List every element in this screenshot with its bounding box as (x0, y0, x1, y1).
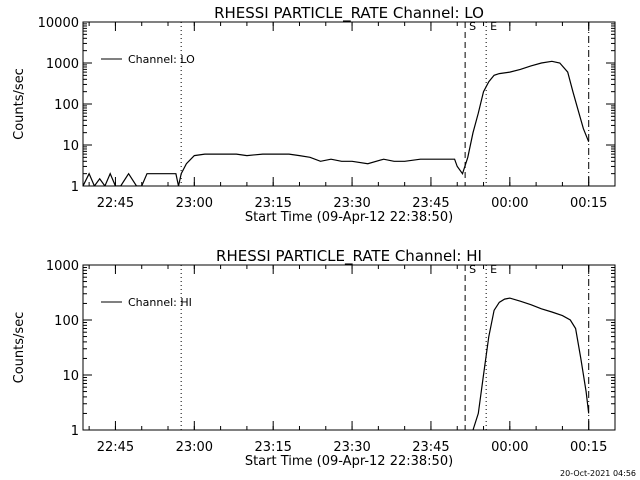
x-tick-label: 23:00 (176, 440, 213, 455)
footer-timestamp: 20-Oct-2021 04:56 (560, 469, 636, 478)
legend-label: Channel: LO (128, 53, 195, 66)
chart-title: RHESSI PARTICLE_RATE Channel: HI (216, 247, 482, 266)
x-tick-label: 00:00 (491, 196, 528, 211)
x-tick-label: 00:15 (570, 196, 607, 211)
x-tick-label: 23:00 (176, 196, 213, 211)
y-tick-label: 10 (62, 369, 79, 384)
x-tick-label: 23:45 (412, 440, 449, 455)
x-tick-label: 23:45 (412, 196, 449, 211)
series-line-1 (83, 60, 590, 186)
x-tick-label: 22:45 (97, 196, 134, 211)
y-axis-label: Counts/sec (12, 312, 27, 384)
x-tick-label: 22:45 (97, 440, 134, 455)
event-marker-label: E (490, 20, 497, 33)
chart-panel-1: RHESSI PARTICLE_RATE Channel: LO 1 10 100 10… (12, 4, 616, 225)
legend-label: Channel: HI (128, 296, 192, 309)
y-tick-label: 100 (54, 98, 79, 113)
x-axis-label: Start Time (09-Apr-12 22:38:50) (245, 210, 453, 225)
x-tick-label: 00:15 (570, 440, 607, 455)
x-tick-label: 00:00 (491, 440, 528, 455)
x-axis-label: Start Time (09-Apr-12 22:38:50) (245, 454, 453, 469)
y-tick-label: 1000 (46, 259, 79, 274)
x-tick-label: 23:30 (333, 196, 370, 211)
series-line-1 (472, 297, 590, 430)
x-tick-label: 23:15 (254, 196, 291, 211)
y-tick-label: 10 (62, 139, 79, 154)
event-marker-label: E (490, 263, 497, 276)
y-axis-label: Counts/sec (12, 68, 27, 140)
y-tick-label: 1 (71, 424, 79, 439)
y-tick-label: 100 (54, 314, 79, 329)
chart-panel-2: RHESSI PARTICLE_RATE Channel: HI 1 10 100 10… (12, 247, 616, 469)
y-tick-label: 1000 (46, 57, 79, 72)
x-tick-label: 23:15 (254, 440, 291, 455)
chart-title: RHESSI PARTICLE_RATE Channel: LO (214, 4, 484, 23)
plot-frame (82, 264, 616, 431)
x-tick-label: 23:30 (333, 440, 370, 455)
y-tick-label: 10000 (38, 16, 79, 31)
event-marker-label: S (469, 20, 476, 33)
event-marker-label: S (469, 263, 476, 276)
y-tick-label: 1 (71, 180, 79, 195)
